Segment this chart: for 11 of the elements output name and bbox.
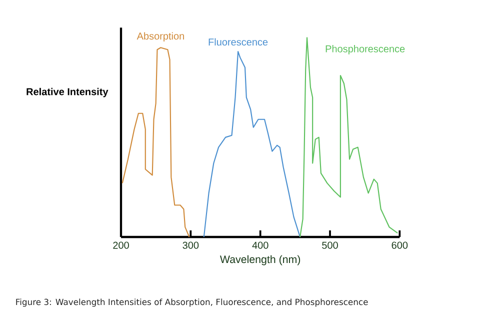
series-label: Phosphorescence	[326, 45, 405, 54]
x-axis-title: Wavelength (nm)	[220, 255, 300, 266]
x-tick-label: 500	[322, 242, 338, 249]
series-label: Fluorescence	[208, 38, 268, 46]
x-tick-label: 400	[252, 242, 268, 249]
x-tick-label: 600	[392, 242, 408, 249]
series-label: Absorption	[136, 32, 184, 42]
x-tick-label: 300	[182, 242, 199, 249]
caption: Figure 3: Wavelength Intensities of Absorption, Fluorescence, and Phosphorescence	[16, 298, 368, 307]
y-axis-title: Relative Intensity	[26, 88, 108, 98]
x-tick-label: 200	[113, 242, 129, 249]
